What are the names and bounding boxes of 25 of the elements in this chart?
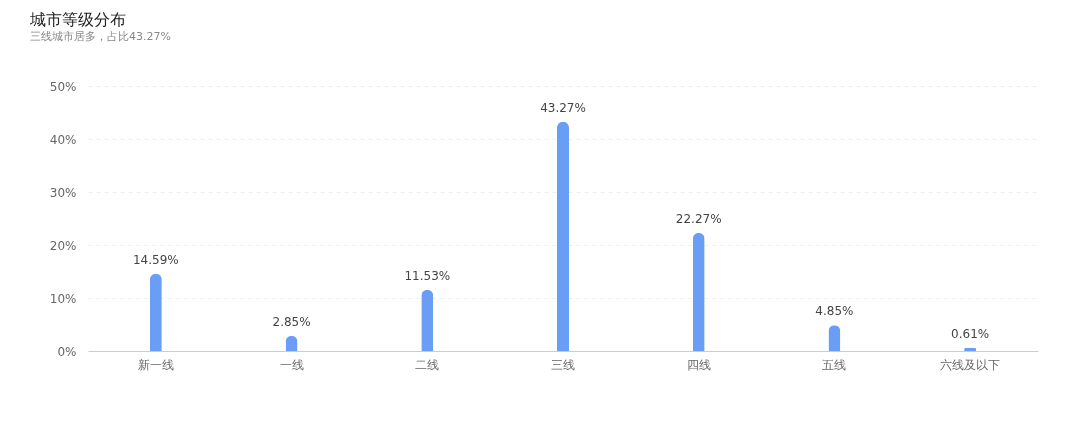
y-tick-label: 50% <box>49 79 77 94</box>
data-label: 14.59% <box>132 252 179 267</box>
y-tick-label: 30% <box>49 185 77 200</box>
chart-subtitle: 三线城市居多，占比43.27% <box>30 30 171 43</box>
x-tick-label: 六线及以下 <box>940 357 1001 372</box>
x-tick-label: 一线 <box>279 357 304 372</box>
data-label: 4.85% <box>815 304 854 319</box>
x-tick-label: 新一线 <box>137 357 174 372</box>
y-tick-label: 0% <box>57 344 77 359</box>
y-tick-label: 10% <box>49 291 77 306</box>
x-tick-label: 二线 <box>415 357 440 372</box>
x-tick-label: 三线 <box>551 357 575 372</box>
data-label: 43.27% <box>540 100 586 115</box>
y-tick-label: 20% <box>49 238 77 253</box>
bar <box>692 232 705 351</box>
bar <box>557 121 569 351</box>
bar <box>149 273 162 351</box>
chart-title: 城市等级分布 <box>29 10 126 29</box>
data-label: 11.53% <box>404 268 451 283</box>
x-tick-label: 五线 <box>822 357 847 372</box>
y-tick-label: 40% <box>49 132 77 147</box>
data-label: 0.61% <box>951 326 990 341</box>
data-label: 2.85% <box>272 314 311 329</box>
data-label: 22.27% <box>675 211 722 226</box>
x-tick-label: 四线 <box>686 357 711 372</box>
